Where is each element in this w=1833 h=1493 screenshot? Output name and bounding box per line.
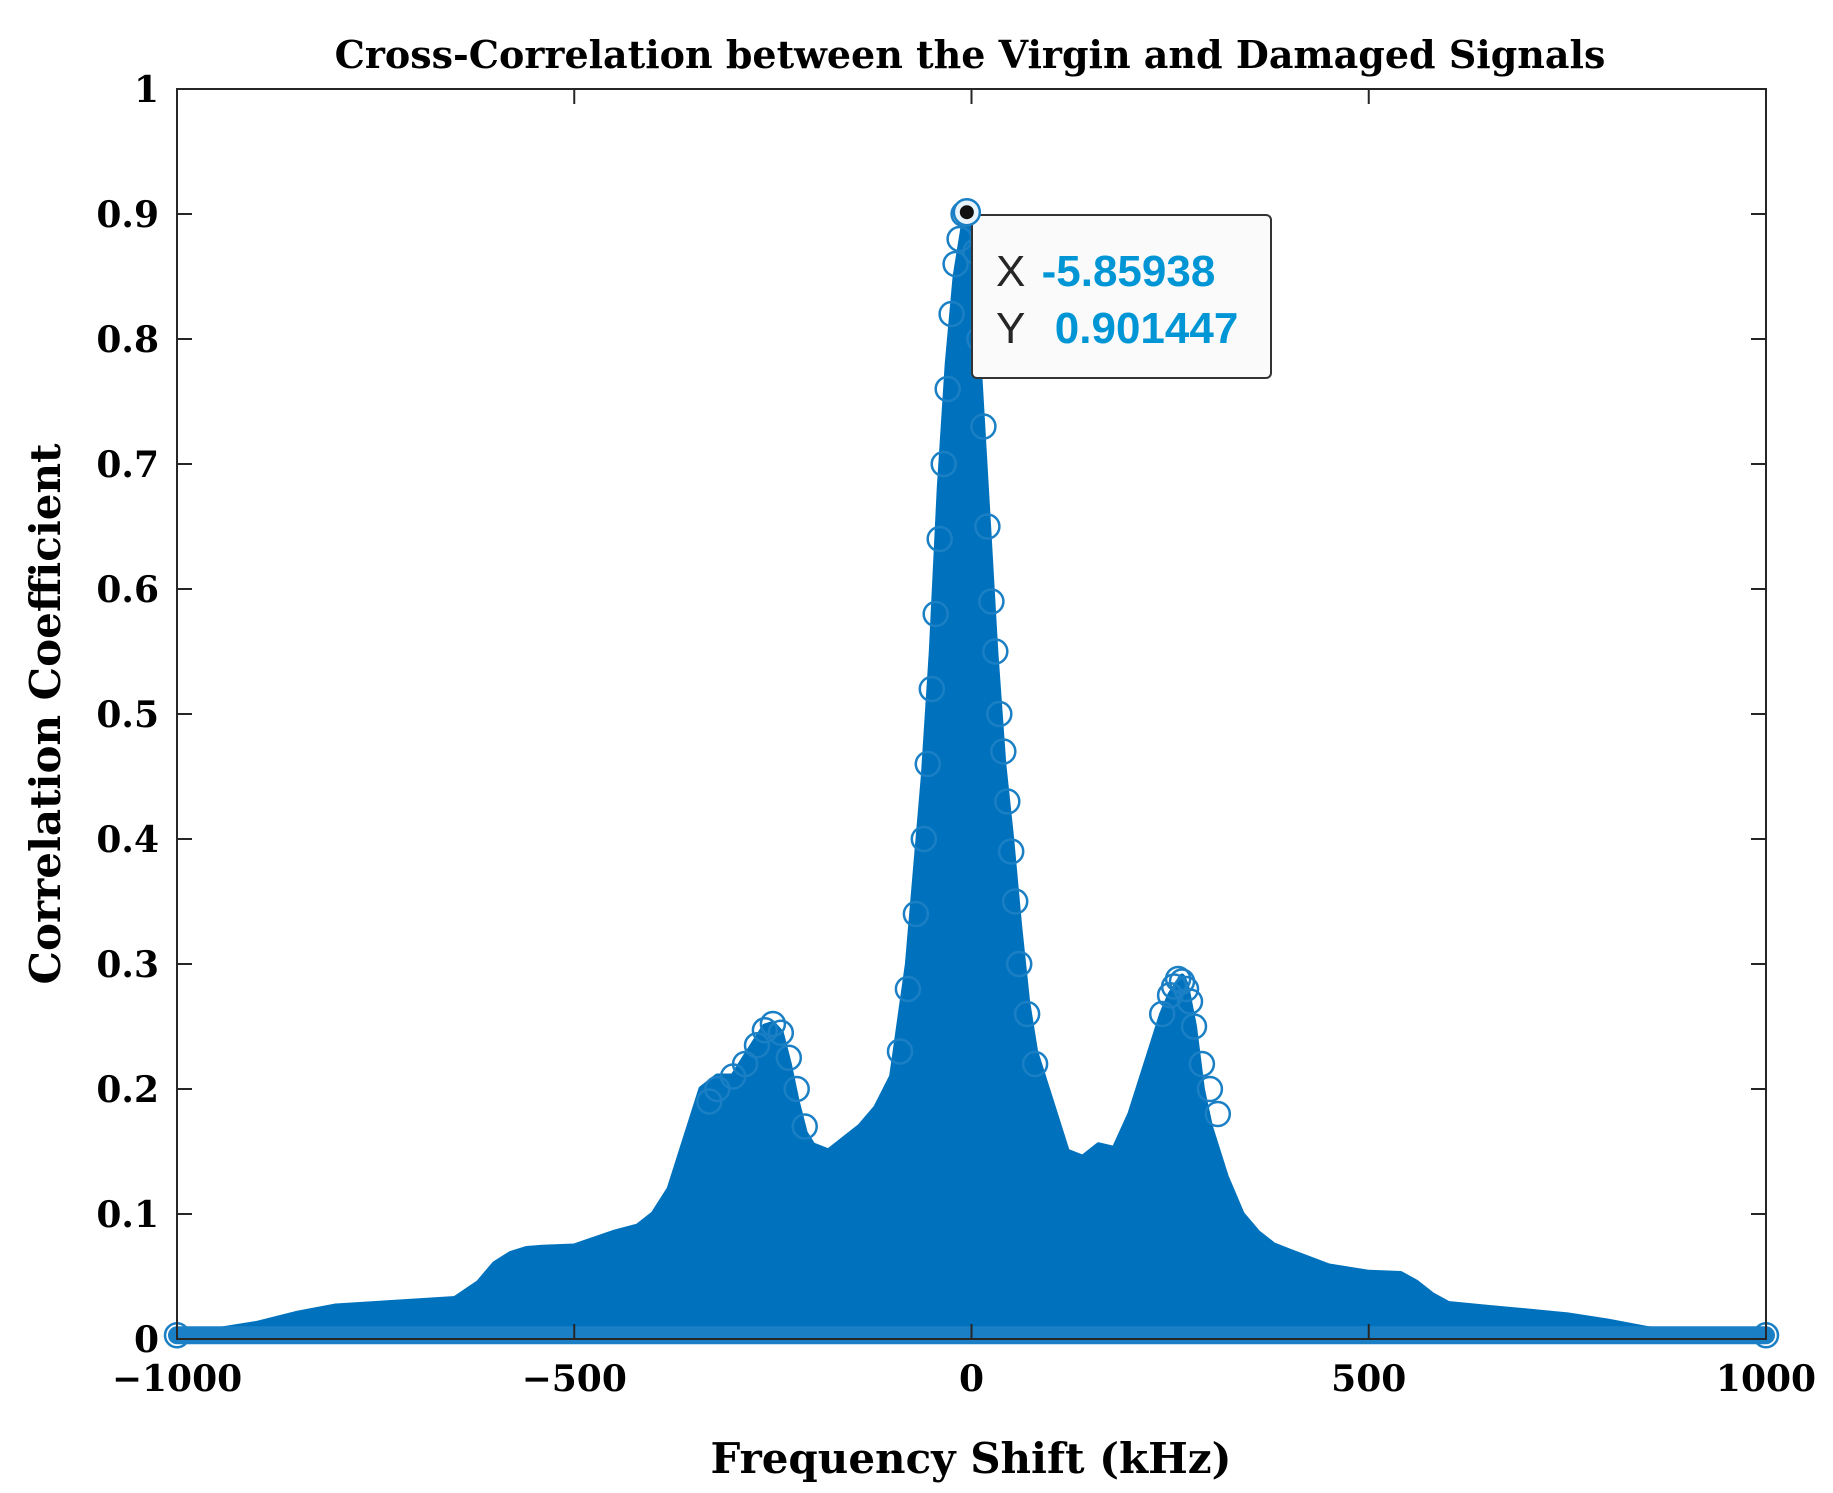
scatter-point xyxy=(926,525,953,553)
scatter-point xyxy=(982,638,1009,665)
scatter-point xyxy=(1013,1000,1041,1028)
scatter-point xyxy=(731,1050,759,1078)
scatter-point xyxy=(1001,888,1029,915)
scatter-point xyxy=(922,600,949,628)
scatter-point xyxy=(930,450,957,478)
y-tick-label: 0.4 xyxy=(96,819,159,861)
data-tip-y-label: Y xyxy=(996,304,1025,353)
scatter-point xyxy=(743,1032,771,1059)
data-tip-x-label: X xyxy=(996,247,1025,296)
y-axis-label: Correlation Coefficient xyxy=(21,443,70,984)
y-tick-label: 0.6 xyxy=(96,569,159,611)
y-tick-label: 0.2 xyxy=(96,1069,159,1111)
peak-marker-dot[interactable] xyxy=(959,205,974,220)
axes-box xyxy=(176,88,1767,1340)
x-tick-label: 1000 xyxy=(1716,1358,1816,1400)
scatter-point xyxy=(767,1019,795,1047)
scatter-point xyxy=(783,1075,810,1103)
x-tick-label: −500 xyxy=(522,1358,627,1400)
scatter-point xyxy=(997,838,1025,865)
scatter-point xyxy=(970,413,997,440)
y-tick-label: 0.8 xyxy=(96,319,159,361)
scatter-point xyxy=(1176,988,1204,1015)
y-tick-label: 0.5 xyxy=(96,694,159,736)
data-tip-y-value: 0.901447 xyxy=(1055,304,1239,353)
chart-title: Cross-Correlation between the Virgin and… xyxy=(335,32,1606,77)
data-tip-marker[interactable] xyxy=(952,197,982,227)
y-tick-label: 0.3 xyxy=(96,944,159,986)
scatter-point xyxy=(978,588,1005,615)
x-tick-label: −1000 xyxy=(112,1358,242,1400)
svg-text:X -5.85938: X -5.85938 xyxy=(996,247,1215,296)
y-tick-label: 0 xyxy=(134,1319,159,1361)
scatter-point xyxy=(791,1113,818,1140)
scatter-point xyxy=(886,1038,914,1065)
scatter-point xyxy=(1172,975,1200,1003)
x-tick-label: 0 xyxy=(959,1358,984,1400)
scatter-point xyxy=(994,788,1021,815)
x-tick-label: 500 xyxy=(1331,1358,1406,1400)
y-tick-label: 0.9 xyxy=(96,194,159,236)
data-tip-box xyxy=(971,214,1272,379)
scatter-point xyxy=(938,300,965,328)
y-tick-label: 0.7 xyxy=(96,444,159,486)
scatter-point xyxy=(910,825,938,853)
scatter-point xyxy=(1005,950,1033,978)
x-axis-label: Frequency Shift (kHz) xyxy=(711,1434,1232,1483)
svg-text:Y 0.901447: Y 0.901447 xyxy=(996,304,1238,353)
scatter-point xyxy=(986,700,1013,728)
scatter-point xyxy=(942,250,969,278)
data-tip[interactable]: X -5.85938 Y 0.901447 xyxy=(971,214,1272,379)
data-tip-x-value: -5.85938 xyxy=(1042,247,1216,296)
scatter-point xyxy=(914,750,942,778)
axis-ticks: −1000 −500 0 500 1000 0 0.1 0.2 0.3 0.4 0.5 0.6 0.7 0… xyxy=(96,69,1816,1400)
scatter-point xyxy=(1180,1013,1208,1040)
scatter-point xyxy=(1148,1000,1176,1028)
scatter-point xyxy=(974,513,1001,540)
scatter-point xyxy=(918,675,946,703)
scatter-point xyxy=(751,1017,779,1044)
scatter-point xyxy=(1204,1100,1232,1128)
scatter-point xyxy=(759,1010,787,1038)
scatter-point xyxy=(934,375,961,403)
y-tick-label: 1 xyxy=(134,69,159,111)
scatter-point xyxy=(775,1044,803,1072)
scatter-point xyxy=(990,738,1017,765)
scatter-point xyxy=(902,900,930,928)
scatter-point xyxy=(1196,1075,1224,1103)
scatter-point xyxy=(1188,1050,1216,1078)
scatter-envelope xyxy=(174,209,1769,1342)
scatter-point xyxy=(894,975,922,1003)
y-tick-label: 0.1 xyxy=(96,1194,159,1236)
scatter-point xyxy=(1021,1050,1049,1078)
